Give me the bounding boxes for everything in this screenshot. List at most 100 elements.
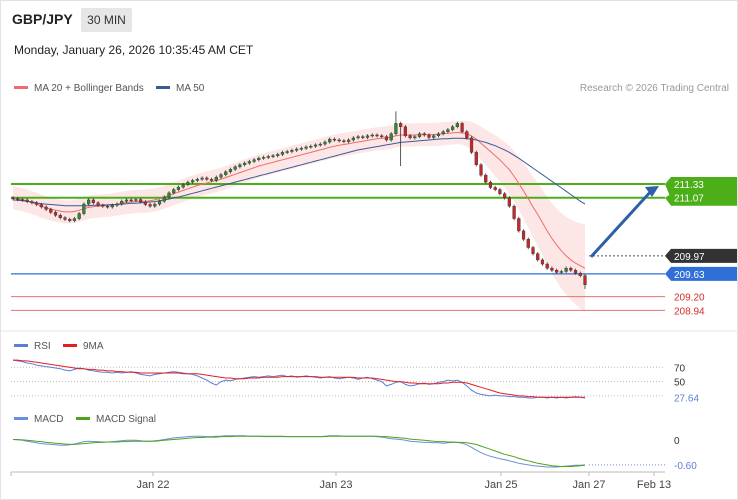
candle-body <box>488 181 493 188</box>
candle <box>479 163 483 177</box>
candle-body <box>403 126 407 137</box>
candle-body <box>252 159 256 162</box>
candle-body <box>465 131 469 139</box>
ma20-legend-label: MA 20 + Bollinger Bands <box>34 83 144 94</box>
candle <box>181 182 185 189</box>
candle-body <box>413 136 417 139</box>
macd-line <box>12 435 586 468</box>
candle-body <box>399 123 403 127</box>
candle-body <box>186 181 190 185</box>
candle-body <box>545 263 549 269</box>
candle-body <box>39 204 43 208</box>
candle-body <box>323 141 327 145</box>
candle <box>167 191 171 199</box>
candle-body <box>91 199 95 204</box>
candle <box>271 154 275 159</box>
candle-body <box>299 148 303 150</box>
candle <box>559 269 563 274</box>
x-tick-label: Jan 22 <box>136 479 169 491</box>
candle <box>49 207 53 214</box>
candle <box>120 199 124 206</box>
candle-body <box>427 134 431 138</box>
candle-body <box>559 271 563 273</box>
candle-body <box>68 219 72 221</box>
candle-body <box>436 133 441 137</box>
candle-body <box>569 267 573 271</box>
candle-body <box>257 157 261 161</box>
candle <box>451 125 455 132</box>
candle <box>276 152 280 158</box>
candle-body <box>200 177 204 180</box>
candle-body <box>209 179 214 181</box>
candle-body <box>53 212 58 216</box>
candle-body <box>25 199 29 202</box>
candle <box>517 216 521 233</box>
candle <box>536 252 540 262</box>
candle <box>503 192 507 200</box>
moving-averages <box>12 131 586 269</box>
candle <box>16 197 20 202</box>
candle <box>228 167 233 174</box>
candle <box>214 175 218 183</box>
candle-body <box>276 154 280 156</box>
candle <box>243 161 247 167</box>
candle <box>110 203 114 209</box>
x-tick-label: Jan 25 <box>484 479 517 491</box>
candle-body <box>101 205 105 207</box>
candle-body <box>503 193 507 199</box>
candle <box>172 187 176 195</box>
candle-body <box>285 151 289 153</box>
x-tick-label: Feb 13 <box>637 479 671 491</box>
candle-body <box>110 205 114 208</box>
candle-body <box>16 198 20 200</box>
candle <box>252 158 256 164</box>
candle-body <box>87 199 91 205</box>
candle <box>219 173 223 179</box>
rsi-tick-70: 70 <box>674 363 686 374</box>
candle <box>394 111 398 136</box>
level-label-208.94: 208.94 <box>674 306 705 317</box>
symbol-title: GBP/JPY <box>12 11 73 27</box>
candle-body <box>82 203 86 214</box>
candle <box>380 134 384 139</box>
candle-body <box>205 177 209 180</box>
macd-legend-label: MACD <box>34 414 63 425</box>
x-axis: Jan 22 Jan 23 Jan 25 Jan 27 Feb 13 <box>10 472 671 491</box>
macd-legend-swatch <box>14 417 28 420</box>
candle <box>573 268 578 275</box>
candle <box>465 130 469 140</box>
candle <box>441 130 445 136</box>
timeframe-button[interactable]: 30 MIN <box>81 8 132 32</box>
candle <box>295 147 299 152</box>
candle-body <box>347 139 351 142</box>
candle <box>318 142 322 147</box>
level-label-209.63: 209.63 <box>674 270 705 281</box>
candle-body <box>493 187 497 190</box>
candle <box>493 185 497 192</box>
candle-body <box>498 189 502 194</box>
candle <box>375 133 379 138</box>
candle-body <box>49 209 53 213</box>
candle-body <box>77 213 81 219</box>
candle <box>427 133 431 140</box>
candle-body <box>219 174 223 178</box>
candle <box>323 140 327 146</box>
candle-body <box>124 199 129 202</box>
candle <box>370 133 374 138</box>
candle-body <box>35 202 39 205</box>
candle <box>191 178 195 184</box>
candle <box>460 121 464 134</box>
candle <box>176 185 181 192</box>
candle <box>101 203 105 208</box>
candle <box>30 199 34 205</box>
candle <box>44 205 48 212</box>
candle-body <box>408 135 412 139</box>
candle-body <box>422 133 426 136</box>
candle <box>498 187 502 196</box>
candle-body <box>167 192 171 198</box>
candle-body <box>394 123 398 134</box>
candle <box>53 210 58 217</box>
candle-body <box>271 155 275 157</box>
candle-body <box>484 174 488 183</box>
candle <box>280 150 285 157</box>
